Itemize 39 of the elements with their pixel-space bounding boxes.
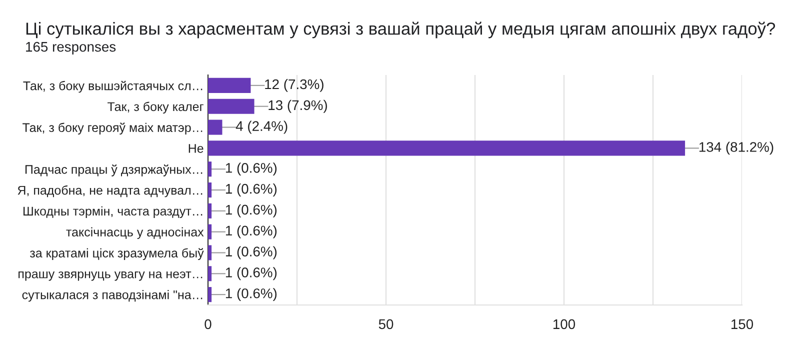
y-tick-label: Так, з боку герояў маіх матэр… — [22, 122, 202, 135]
data-label: 1 (0.6%) — [226, 184, 277, 196]
y-tick-label: Не — [188, 144, 204, 153]
chart-title: Ці сутыкаліся вы з харасментам у сувязі з вашай працай у медыя цягам апошніх двух гадоў? — [26, 22, 776, 38]
bar — [208, 78, 251, 93]
y-tick-label: Шкодны тэрмін, часта раздут… — [23, 206, 202, 218]
data-label: 13 (7.9%) — [268, 100, 327, 113]
bar — [208, 245, 212, 260]
y-tick-label: таксічнасць у адносінах — [66, 227, 204, 239]
bar — [208, 203, 212, 218]
bar — [208, 182, 212, 198]
bar — [208, 98, 254, 114]
data-label: 1 (0.6%) — [226, 204, 277, 218]
data-label: 4 (2.4%) — [236, 120, 288, 134]
bar — [208, 140, 686, 156]
bar — [208, 162, 212, 177]
data-label: 1 (0.6%) — [226, 288, 277, 302]
y-tick-label: сутыкалася з паводзінамі "на… — [22, 290, 202, 302]
data-label: 1 (0.6%) — [226, 225, 277, 238]
bar — [208, 266, 212, 282]
data-label: 1 (0.6%) — [226, 267, 277, 280]
x-tick-label: 100 — [553, 319, 576, 330]
bar — [208, 287, 212, 302]
y-tick-label: Я, падобна, не надта адчувал… — [18, 185, 202, 198]
data-label: 1 (0.6%) — [226, 246, 277, 260]
bar — [208, 224, 212, 240]
data-label: 1 (0.6%) — [226, 162, 277, 176]
data-label: 134 (81.2%) — [699, 142, 774, 155]
y-tick-label: прашу звярнуць увагу на неэт… — [18, 271, 202, 281]
y-tick-label: за кратамі ціск зразумела быў — [30, 248, 204, 260]
text: 165 responses — [26, 42, 116, 54]
x-tick-label: 50 — [378, 319, 394, 330]
x-tick-label: 0 — [204, 319, 212, 330]
data-label: 12 (7.3%) — [265, 78, 324, 92]
y-tick-label: Падчас працы ў дзяржаўных… — [25, 164, 202, 176]
y-tick-label: Так, з боку калег — [108, 102, 204, 114]
y-tick-label: Так, з боку вышэйстаячых сл… — [23, 80, 202, 93]
x-tick-label: 150 — [731, 319, 754, 330]
bar — [208, 120, 222, 135]
